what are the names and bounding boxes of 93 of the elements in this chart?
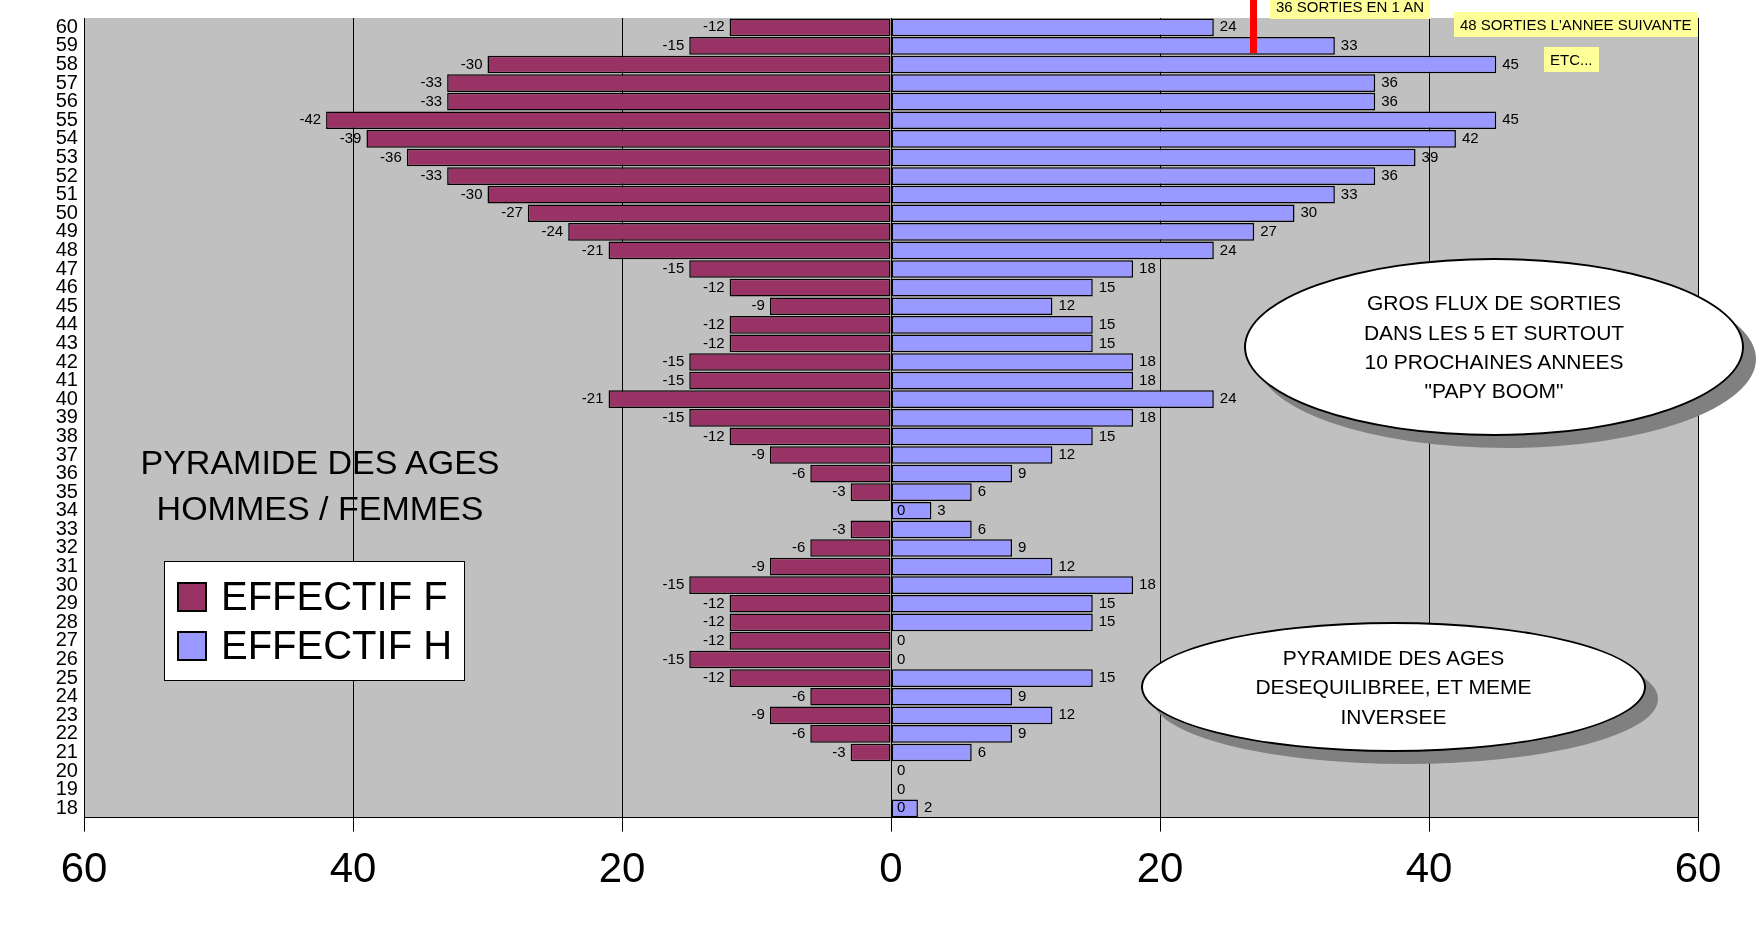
data-label: -6 [791,463,806,481]
data-label: 24 [1219,389,1237,407]
data-label: 15 [1098,426,1116,444]
data-label: 42 [1461,129,1479,147]
x-tick-label: 40 [329,844,377,892]
data-label: 27 [1260,221,1277,239]
data-label: -12 [702,333,725,351]
data-label: 24 [1219,17,1237,35]
data-label: -42 [299,110,322,128]
data-label: 0 [897,631,906,649]
data-label: 45 [1502,54,1519,72]
data-label: 18 [1139,370,1156,388]
data-label: -21 [581,240,604,258]
data-label: -15 [662,36,685,54]
data-label: -9 [751,445,765,463]
data-label: -12 [702,426,725,444]
data-label: 9 [1018,463,1027,481]
x-tick-label: 20 [1136,844,1184,892]
data-label: 36 [1381,166,1398,184]
data-label: -12 [702,668,725,686]
data-label: 9 [1018,724,1027,742]
x-tick-label: 60 [1674,844,1722,892]
data-label: 3 [937,500,946,518]
data-label: 15 [1098,277,1116,295]
data-label: -6 [791,724,806,742]
data-label: 45 [1502,110,1519,128]
data-label: 12 [1058,556,1076,574]
data-label: -9 [751,296,765,314]
data-label: -12 [702,631,725,649]
data-label: 36 [1381,91,1398,109]
data-label: 15 [1098,333,1116,351]
data-label: -9 [751,705,765,723]
data-label: -12 [702,612,725,630]
data-label: -15 [662,407,685,425]
data-label: -6 [791,538,806,556]
data-label: 12 [1058,296,1076,314]
data-label: -15 [662,259,685,277]
data-label: 2 [923,798,933,816]
data-label: -9 [751,556,765,574]
data-label: -15 [662,649,685,667]
annotation: ETC... [1544,47,1599,72]
data-label: -3 [832,742,846,760]
data-label: 18 [1139,575,1156,593]
data-label: 9 [1018,538,1027,556]
data-label: 0 [897,761,906,779]
data-label: 18 [1139,407,1156,425]
x-tick-label: 20 [598,844,646,892]
data-label: -12 [702,314,725,332]
data-label: 12 [1058,445,1076,463]
data-label: -12 [702,17,725,35]
data-label: -12 [702,593,725,611]
data-label: 15 [1098,593,1116,611]
data-label: 36 [1381,73,1398,91]
x-tick-label: 0 [879,844,903,892]
data-label: -36 [380,147,402,165]
legend-label: EFFECTIF H [221,623,453,668]
data-label: -33 [420,91,443,109]
data-label: 30 [1300,203,1318,221]
data-label: -27 [501,203,523,221]
data-label: 6 [977,519,987,537]
data-label: -21 [581,389,604,407]
data-label: 15 [1098,612,1116,630]
data-label: 9 [1018,686,1027,704]
legend-label: EFFECTIF F [221,574,448,619]
annotation: 48 SORTIES L'ANNEE SUIVANTE [1454,12,1698,37]
data-label: 12 [1058,705,1076,723]
data-label: -6 [791,686,806,704]
data-label: -30 [460,54,483,72]
data-label: 24 [1219,240,1237,258]
data-label: -33 [420,73,443,91]
data-label: -3 [832,519,846,537]
data-label: 18 [1139,259,1156,277]
data-label: -3 [832,482,846,500]
data-label: -12 [702,277,725,295]
data-label: 0 [897,779,906,797]
data-label: -30 [460,184,483,202]
data-label: -15 [662,575,685,593]
data-label: -15 [662,370,685,388]
data-label: 15 [1098,314,1116,332]
data-label: 18 [1139,352,1156,370]
data-label: 6 [977,742,987,760]
data-label: 33 [1340,184,1358,202]
text: 36 SORTIES EN 1 AN [1270,0,1431,19]
data-label: 0 [897,649,906,667]
data-label: 33 [1340,36,1358,54]
x-tick-label: 40 [1405,844,1453,892]
data-label: 15 [1098,668,1116,686]
data-label: 0 [897,798,906,816]
data-label: -15 [662,352,685,370]
data-label: -33 [420,166,443,184]
data-label: 0 [897,500,906,518]
data-label: -24 [541,221,564,239]
data-label: 6 [977,482,987,500]
